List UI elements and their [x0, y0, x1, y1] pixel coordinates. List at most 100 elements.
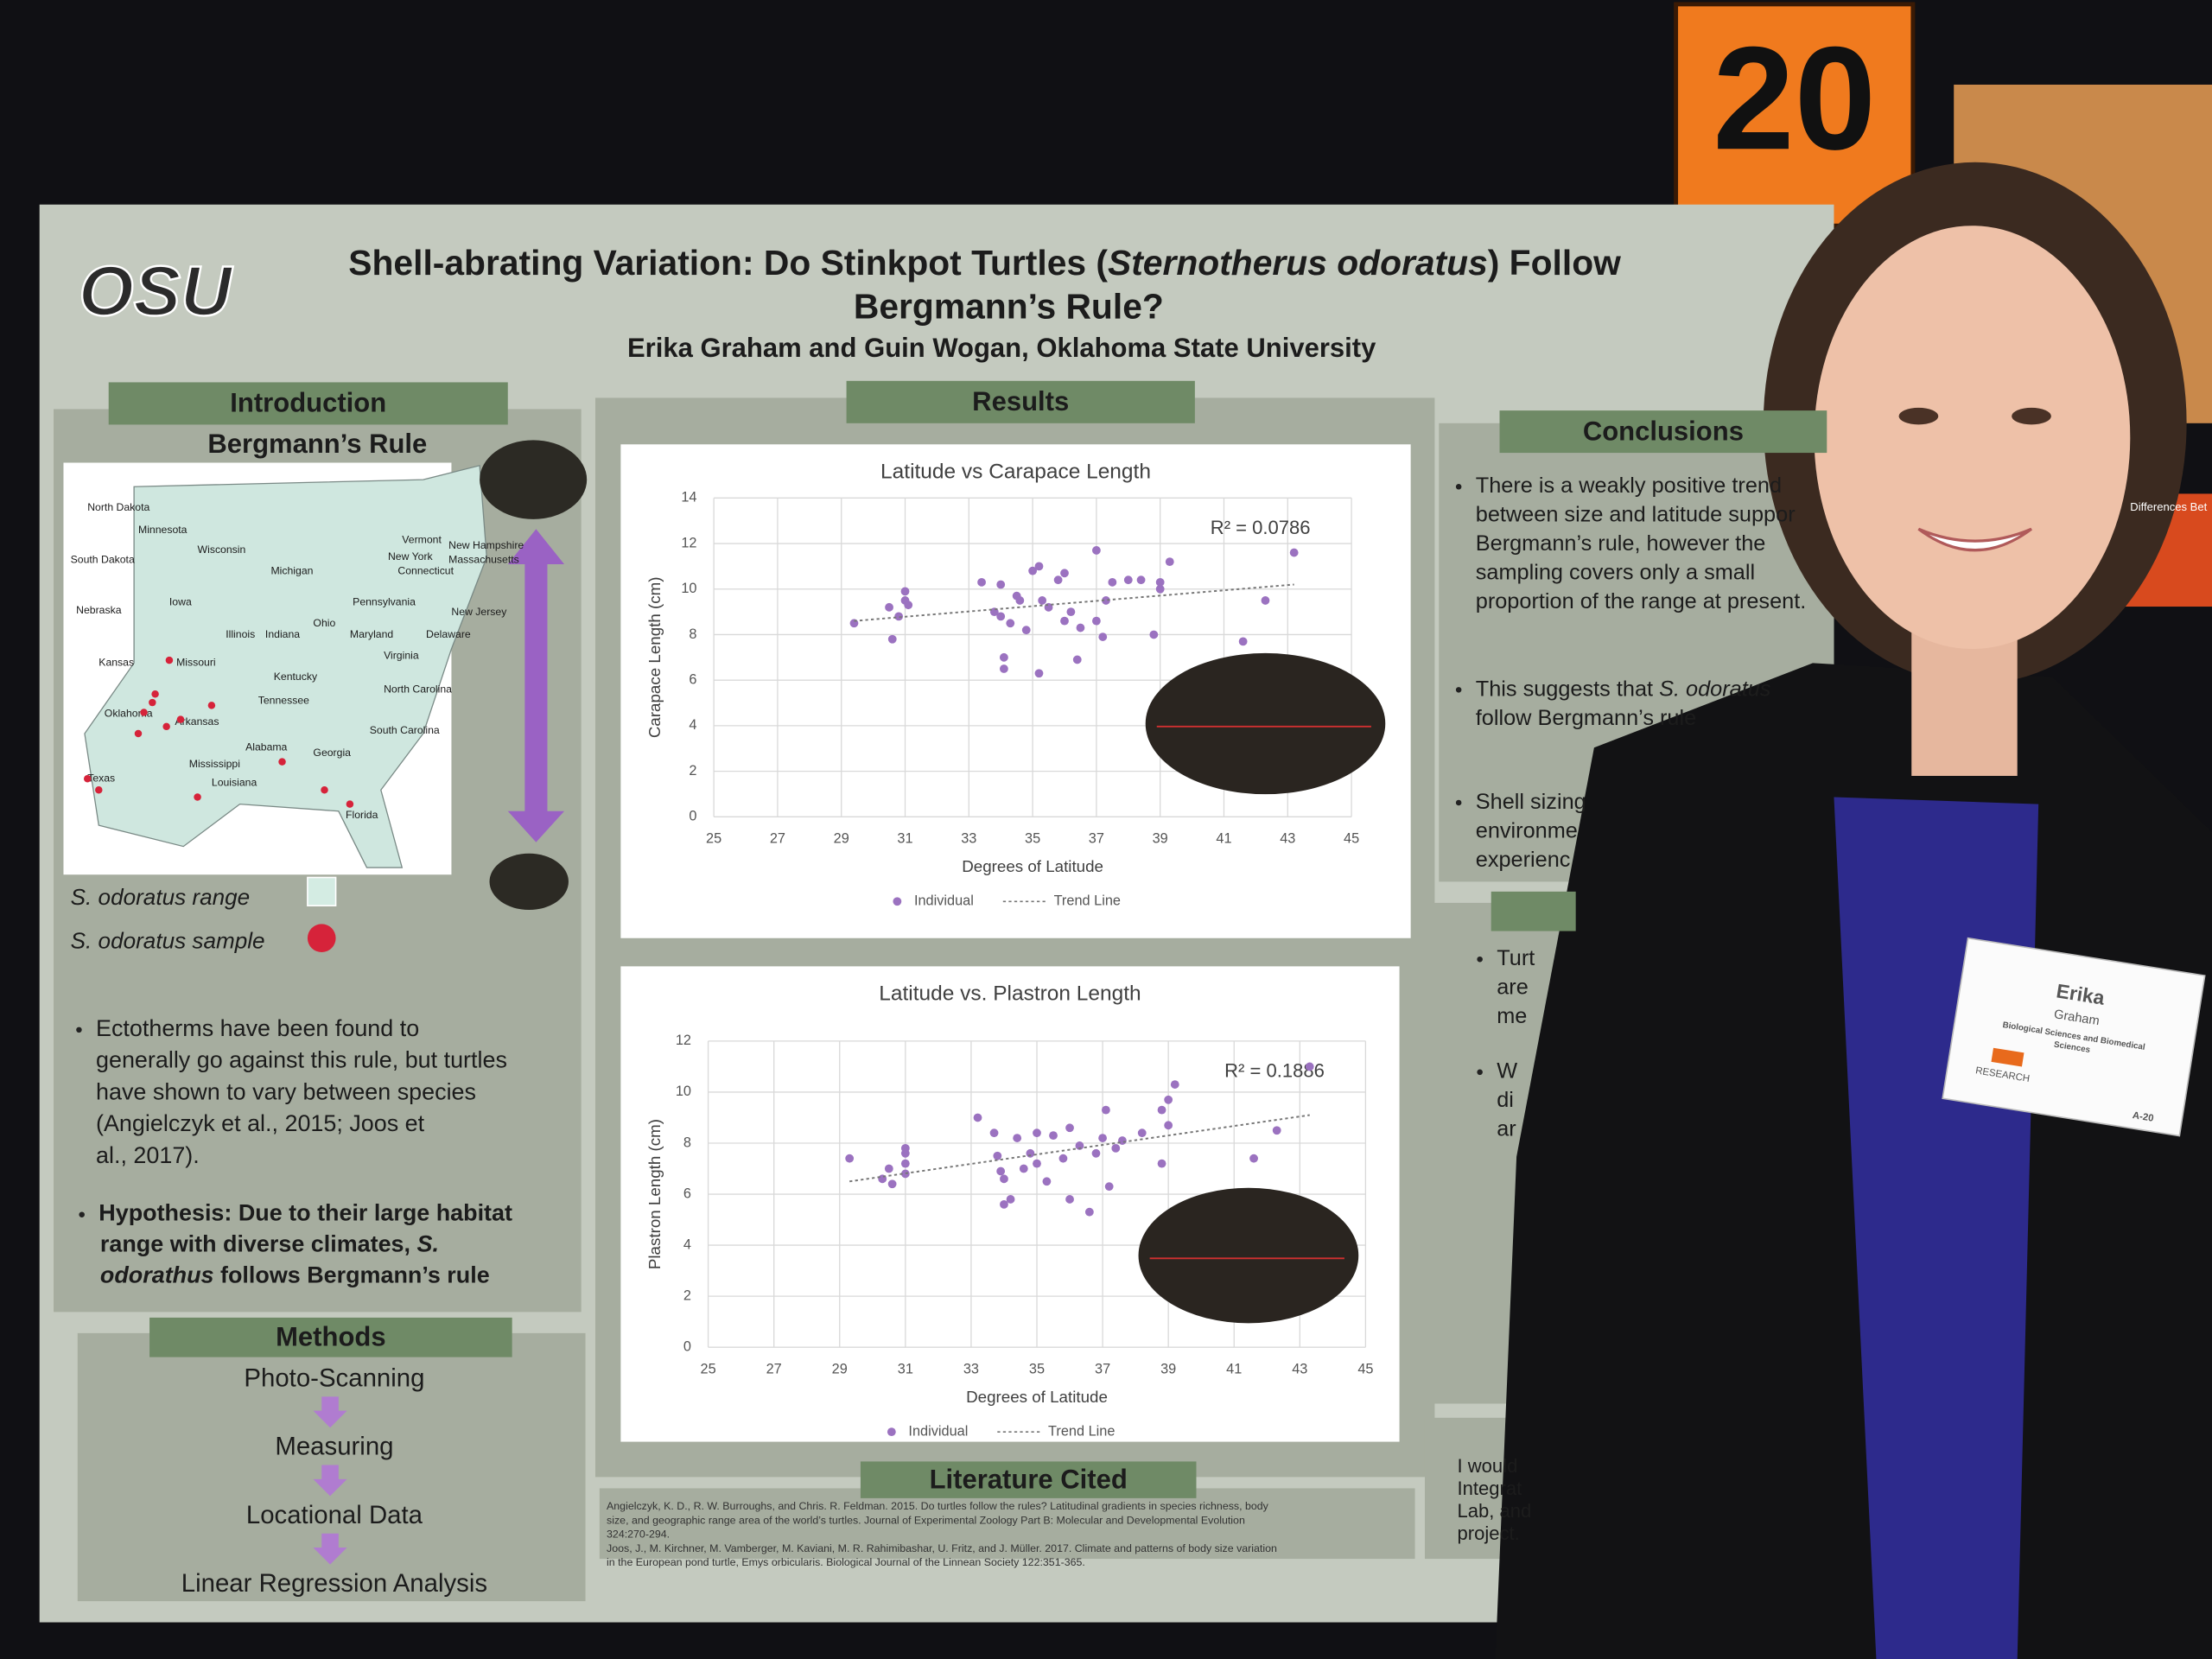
sample-point — [134, 729, 143, 738]
hypothesis-text: range with diverse climates, S. — [100, 1231, 439, 1257]
text-part: ) Follow — [1488, 243, 1621, 283]
scatter-point — [973, 1113, 982, 1122]
text-part: S. — [417, 1231, 439, 1257]
scatter-point — [900, 1144, 910, 1153]
scatter-point — [1149, 630, 1159, 639]
x-axis-label: Degrees of Latitude — [962, 857, 1103, 875]
legend-marker — [893, 897, 902, 906]
scatter-point — [1033, 1159, 1041, 1168]
map-label: Missouri — [176, 657, 216, 669]
scatter-point — [1075, 1141, 1084, 1150]
scatter-point — [1091, 1148, 1101, 1158]
scatter-point — [1238, 637, 1248, 646]
conclusion-text: There is a weakly positive trend — [1476, 474, 1782, 498]
map-label: Minnesota — [138, 524, 188, 536]
scatter-point — [1261, 596, 1270, 605]
scatter-point — [1072, 655, 1082, 664]
map-label: Alabama — [245, 741, 287, 753]
bullet-dot — [1477, 1069, 1483, 1076]
x-tick-label: 37 — [1089, 831, 1104, 847]
map-label: Illinois — [226, 628, 255, 640]
scatter-point — [1108, 577, 1117, 587]
sample-point — [95, 786, 103, 794]
x-axis-label: Degrees of Latitude — [966, 1388, 1108, 1406]
scatter-point — [1000, 1174, 1008, 1184]
turtle-photo — [1145, 652, 1386, 795]
scatter-point — [1165, 557, 1174, 567]
text-part: There is a weakly positive trend — [1476, 474, 1782, 498]
scatter-point — [1155, 584, 1165, 594]
annotation: R² = 0.0786 — [1211, 517, 1311, 538]
legend-label: Trend Line — [1054, 893, 1121, 909]
scatter-point — [999, 652, 1008, 662]
scatter-point — [1038, 596, 1047, 605]
bullet-text: (Angielczyk et al., 2015; Joos et — [96, 1110, 425, 1136]
scatter-point — [1123, 575, 1133, 585]
map-label: Massachusetts — [448, 553, 519, 565]
x-tick-label: 33 — [961, 831, 976, 847]
text-part: Sternotherus odoratus — [1108, 243, 1488, 283]
sample-point — [165, 656, 174, 664]
legend-marker — [887, 1427, 896, 1437]
x-tick-label: 25 — [706, 831, 721, 847]
x-tick-label: 41 — [1216, 831, 1231, 847]
map-label: South Carolina — [370, 724, 440, 736]
y-tick-label: 2 — [683, 1287, 691, 1303]
reference-text: Joos, J., M. Kirchner, M. Vamberger, M. … — [607, 1542, 1277, 1554]
conclusion-text: Shell sizing — [1476, 790, 1586, 814]
scatter-point — [1092, 546, 1101, 555]
legend-label: Individual — [914, 893, 974, 909]
scatter-point — [1098, 632, 1108, 641]
sample-point — [176, 715, 185, 723]
scatter-point — [1076, 623, 1085, 632]
scatter-point — [1170, 1080, 1179, 1089]
text-part: Bergmann’s rule, however the — [1476, 531, 1766, 556]
sample-point — [149, 698, 156, 707]
eye — [1898, 407, 1939, 425]
x-tick-label: 41 — [1226, 1362, 1242, 1377]
text-part: range with diverse climates, — [100, 1231, 417, 1257]
lower-text: are — [1497, 975, 1529, 999]
scatter-point — [1155, 577, 1165, 587]
poster-title: Bergmann’s Rule? — [854, 286, 1164, 326]
step-arrow — [313, 1396, 347, 1428]
bullet-dot — [1455, 687, 1462, 693]
scatter-point — [1157, 1159, 1166, 1168]
section-header — [149, 1317, 512, 1357]
map-label: South Dakota — [71, 553, 135, 565]
step-arrow — [313, 1533, 347, 1565]
map-label: Arkansas — [175, 715, 219, 728]
conclusion-text: follow Bergmann’s rule — [1476, 706, 1696, 730]
conclusion-text: between size and latitude suppor — [1476, 502, 1796, 526]
y-tick-label: 0 — [683, 1338, 691, 1354]
y-tick-label: 12 — [681, 535, 696, 550]
scatter-point — [1042, 1177, 1052, 1186]
bullet-text: generally go against this rule, but turt… — [96, 1047, 507, 1073]
scatter-point — [1065, 1123, 1074, 1133]
scatter-point — [1305, 1062, 1314, 1071]
scatter-point — [1058, 1154, 1068, 1163]
scatter-point — [1060, 616, 1069, 626]
scatter-point — [1066, 607, 1076, 617]
scatter-point — [996, 580, 1006, 589]
text-part: between size and latitude suppor — [1476, 502, 1796, 526]
map-label: Kentucky — [274, 671, 318, 683]
map-label: New York — [388, 550, 434, 563]
scatter-point — [996, 612, 1006, 621]
y-tick-label: 10 — [676, 1084, 691, 1099]
method-step: Locational Data — [246, 1501, 423, 1529]
scatter-point — [900, 1159, 910, 1168]
x-tick-label: 35 — [1025, 831, 1040, 847]
ack-text: Integrat — [1458, 1478, 1522, 1499]
legend-label: Trend Line — [1048, 1423, 1115, 1439]
map-label: Louisiana — [212, 776, 257, 788]
map-label: New Hampshire — [448, 539, 524, 551]
scatter-point — [884, 1164, 893, 1173]
map-label: Texas — [87, 772, 115, 784]
trend-line — [854, 583, 1294, 622]
legend-label: Individual — [908, 1423, 968, 1439]
scatter-point — [1272, 1126, 1281, 1135]
section-header — [846, 380, 1195, 423]
hypothesis-text: odorathus follows Bergmann’s rule — [100, 1262, 490, 1288]
